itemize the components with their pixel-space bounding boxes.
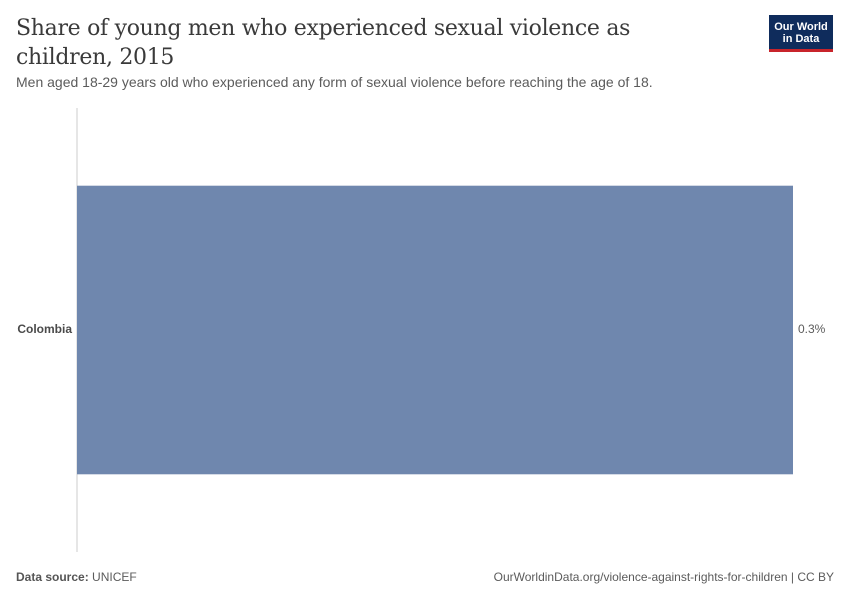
- data-source: Data source: UNICEF: [16, 570, 137, 584]
- category-label: Colombia: [17, 322, 72, 336]
- bar-colombia[interactable]: [77, 185, 793, 475]
- logo-line-1: Our World: [774, 21, 828, 33]
- data-source-value: UNICEF: [92, 570, 137, 584]
- source-url-link[interactable]: OurWorldinData.org/violence-against-righ…: [493, 570, 834, 584]
- owid-logo[interactable]: Our World in Data: [769, 15, 833, 52]
- chart-title: Share of young men who experienced sexua…: [16, 16, 631, 70]
- data-source-label: Data source:: [16, 570, 89, 584]
- chart-subtitle: Men aged 18-29 years old who experienced…: [16, 74, 653, 90]
- value-label: 0.3%: [798, 322, 826, 336]
- logo-line-2: in Data: [782, 33, 820, 45]
